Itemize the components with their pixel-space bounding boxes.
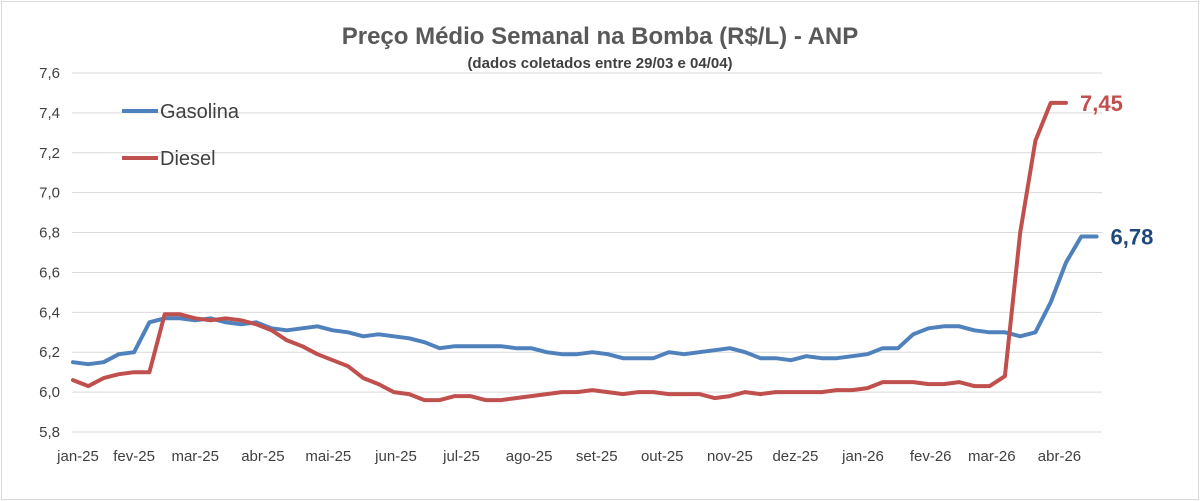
x-tick-label: abr-25 (241, 448, 284, 465)
y-tick-label: 7,2 (39, 145, 60, 162)
x-tick-label: jul-25 (442, 448, 480, 465)
y-tick-label: 5,8 (39, 424, 60, 441)
x-tick-label: mai-25 (305, 448, 351, 465)
series-line-gasolina (71, 234, 1099, 367)
x-tick-label: mar-25 (171, 448, 219, 465)
y-tick-label: 7,0 (39, 185, 60, 202)
x-tick-label: mar-26 (968, 448, 1016, 465)
x-tick-label: set-25 (576, 448, 618, 465)
y-tick-label: 7,4 (39, 105, 60, 122)
x-tick-label: fev-25 (113, 448, 155, 465)
series-lines (71, 100, 1099, 403)
x-axis-ticks: jan-25 fev-25 mar-25 abr-25 mai-25 jun-25 jul-… (56, 448, 1081, 465)
x-tick-label: jan-26 (841, 448, 884, 465)
x-tick-label: fev-26 (910, 448, 952, 465)
x-tick-label: dez-25 (772, 448, 818, 465)
x-tick-label: nov-25 (707, 448, 753, 465)
x-tick-label: jun-25 (374, 448, 417, 465)
series-line-diesel (71, 100, 1068, 403)
y-tick-label: 6,4 (39, 304, 60, 321)
x-tick-label: ago-25 (506, 448, 553, 465)
end-label-diesel: 7,45 (1080, 91, 1123, 116)
legend-label-gasolina: Gasolina (160, 101, 240, 123)
y-tick-label: 7,6 (39, 65, 60, 82)
y-axis-ticks: 5,8 6,0 6,2 6,4 6,6 6,8 7,0 7,2 7,4 7,6 (39, 65, 60, 441)
gridlines (72, 72, 1102, 433)
x-tick-label: jan-25 (56, 448, 99, 465)
x-tick-label: out-25 (641, 448, 684, 465)
end-label-gasolina: 6,78 (1111, 225, 1154, 250)
x-tick-label: abr-26 (1038, 448, 1081, 465)
y-tick-label: 6,0 (39, 384, 60, 401)
legend-label-diesel: Diesel (160, 148, 216, 170)
chart-subtitle: (dados coletados entre 29/03 e 04/04) (467, 55, 732, 72)
y-tick-label: 6,2 (39, 344, 60, 361)
y-tick-label: 6,6 (39, 264, 60, 281)
chart-title: Preço Médio Semanal na Bomba (R$/L) - AN… (342, 23, 859, 50)
y-tick-label: 6,8 (39, 225, 60, 242)
legend: Gasolina Diesel (122, 101, 240, 170)
